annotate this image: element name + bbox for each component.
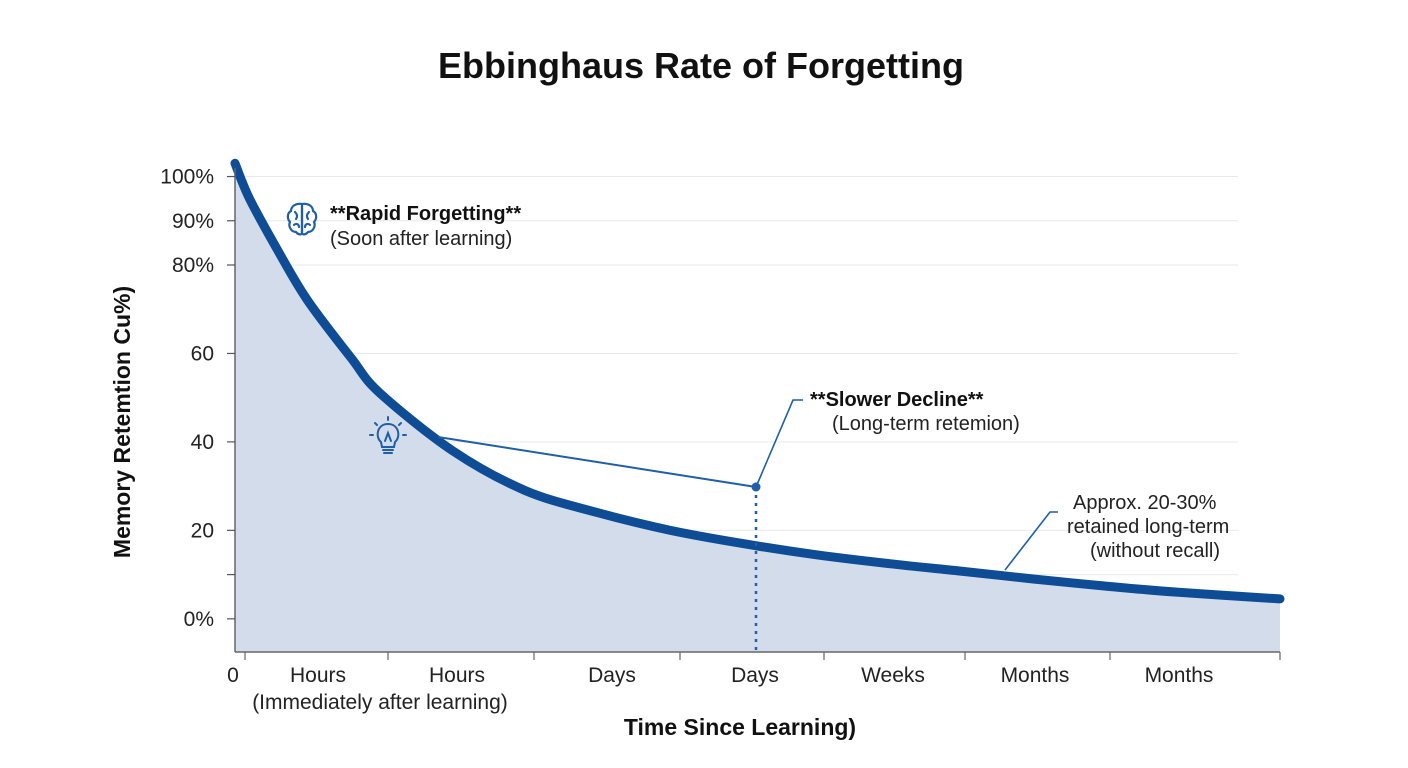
brain-icon — [286, 202, 318, 236]
lightbulb-icon — [369, 416, 407, 454]
retained-leader — [1004, 511, 1058, 571]
y-tick-label: 100% — [160, 166, 214, 189]
rapid-forgetting-subtitle: (Soon after learning) — [330, 228, 512, 250]
rapid-forgetting-title: **Rapid Forgetting** — [330, 203, 521, 225]
x-tick-label: Months — [1001, 664, 1070, 687]
slower-decline-title: **Slower Decline** — [810, 389, 984, 411]
x-axis-subtitle: (Immediately after learning) — [252, 691, 508, 714]
y-tick-label: 20 — [191, 519, 214, 542]
retained-line-3: (without recall) — [1090, 540, 1220, 562]
axes — [234, 167, 1281, 660]
retention-curve — [230, 158, 1285, 604]
chart-title: Ebbinghaus Rate of Forgetting — [438, 45, 964, 86]
slower-decline-point — [751, 482, 761, 492]
y-tick-label: 0% — [184, 608, 214, 631]
x-tick-label: Days — [588, 664, 636, 687]
retained-line-1: Approx. 20-30% — [1073, 492, 1217, 514]
x-tick-label: Hours — [290, 664, 346, 687]
y-tick-label: 60 — [191, 342, 214, 365]
slower-decline-leader — [755, 399, 803, 488]
x-tick-label: Weeks — [861, 664, 925, 687]
y-tick-label: 90% — [172, 210, 214, 233]
y-axis-title: Memory Retemtion Cu%) — [109, 286, 135, 558]
x-axis-title: Time Since Learning) — [624, 714, 856, 740]
x-tick-labels: 0 Hours Hours Days Days Weeks Months Months — [227, 664, 1213, 687]
slower-decline-connector — [437, 436, 757, 488]
x-tick-label: Days — [731, 664, 779, 687]
y-tick-label: 40 — [191, 431, 214, 454]
area-layer — [230, 158, 1285, 653]
slower-decline-subtitle: (Long-term retemion) — [832, 413, 1020, 435]
x-tick-label: 0 — [227, 664, 239, 687]
x-tick-label: Hours — [429, 664, 485, 687]
retained-line-2: retained long-term — [1067, 516, 1229, 538]
x-tick-label: Months — [1145, 664, 1214, 687]
y-tick-label: 80% — [172, 254, 214, 277]
y-tick-labels: 100% 90% 80% 60 40 20 0% — [160, 166, 235, 631]
retention-area — [235, 163, 1280, 653]
